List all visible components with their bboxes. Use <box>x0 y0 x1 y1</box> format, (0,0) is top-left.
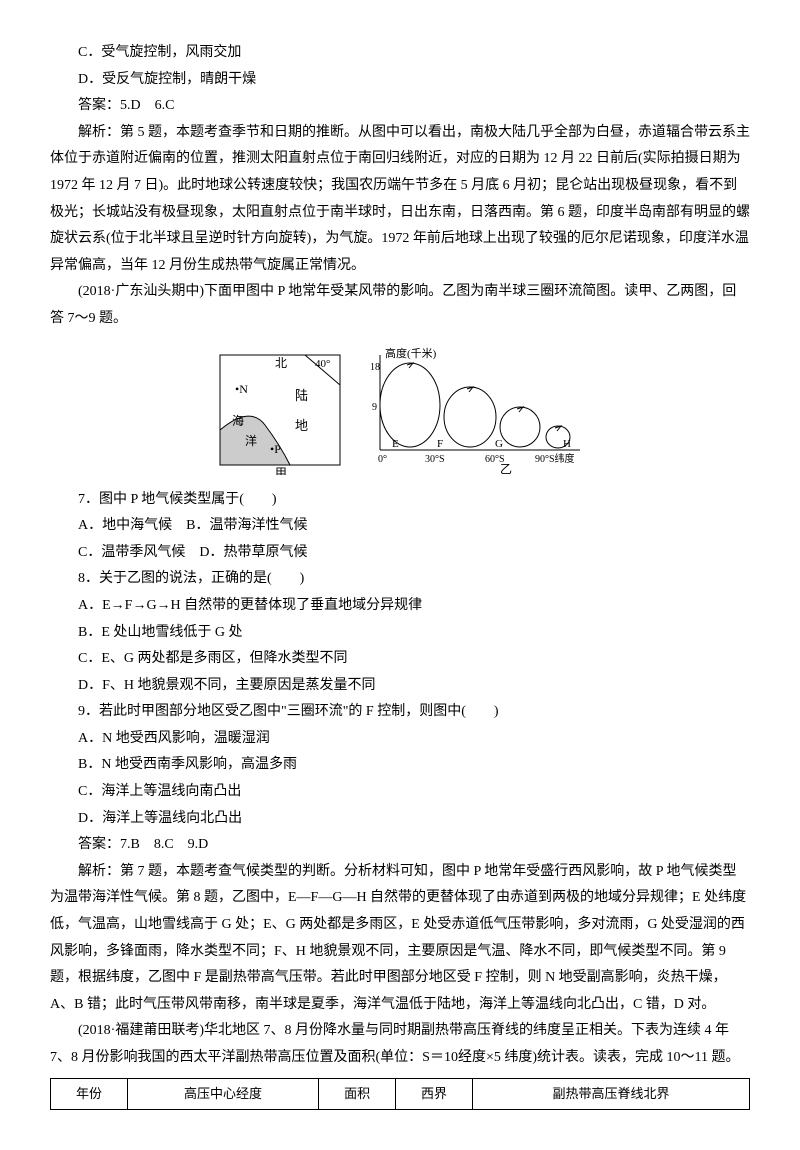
ytick-9: 9 <box>372 402 377 413</box>
label-di: 地 <box>295 418 308 433</box>
option-d: D．受反气旋控制，晴朗干燥 <box>50 67 750 94</box>
cell-h: H <box>563 438 571 450</box>
answer-7-9: 答案：7.B 8.C 9.D <box>50 832 750 859</box>
label-sea2: 洋 <box>245 433 257 448</box>
option-c: C．受气旋控制，风雨交加 <box>50 40 750 67</box>
explanation-5-6: 解析：第 5 题，本题考查季节和日期的推断。从图中可以看出，南极大陆几乎全部为白… <box>50 120 750 280</box>
diagram-yi: 高度(千米) 18 9 E F G H 0° 30°S 60°S 90°S纬度 … <box>370 345 590 475</box>
caption-jia: 甲 <box>275 466 287 475</box>
q8-d: D．F、H 地貌景观不同，主要原因是蒸发量不同 <box>50 673 750 700</box>
answer-5-6: 答案：5.D 6.C <box>50 93 750 120</box>
label-n: •N <box>235 382 248 396</box>
diagram-row: 北 40° •N 陆 地 海 洋 •P 甲 高度(千米) 18 9 E F G … <box>50 345 750 475</box>
th-area: 面积 <box>319 1078 396 1110</box>
ytick-18: 18 <box>370 362 380 373</box>
th-west: 西界 <box>396 1078 473 1110</box>
q9: 9．若此时甲图部分地区受乙图中"三圈环流"的 F 控制，则图中( ) <box>50 699 750 726</box>
cell-f: F <box>437 438 443 450</box>
table-header-row: 年份 高压中心经度 面积 西界 副热带高压脊线北界 <box>51 1078 750 1110</box>
explanation-7-9: 解析：第 7 题，本题考查气候类型的判断。分析材料可知，图中 P 地常年受盛行西… <box>50 859 750 1019</box>
label-sea1: 海 <box>232 413 244 428</box>
th-year: 年份 <box>51 1078 128 1110</box>
cell-e: E <box>392 438 399 450</box>
q8-c: C．E、G 两处都是多雨区，但降水类型不同 <box>50 646 750 673</box>
q7: 7．图中 P 地气候类型属于( ) <box>50 487 750 514</box>
th-lon: 高压中心经度 <box>127 1078 318 1110</box>
xtick-30: 30°S <box>425 454 445 465</box>
cell-g: G <box>495 438 503 450</box>
stem-7-9: (2018·广东汕头期中)下面甲图中 P 地常年受某风带的影响。乙图为南半球三圈… <box>50 279 750 332</box>
q9-a: A．N 地受西风影响，温暖湿润 <box>50 726 750 753</box>
q9-d: D．海洋上等温线向北凸出 <box>50 806 750 833</box>
label-north: 北 <box>275 356 287 370</box>
q7-opts-cd: C．温带季风气候 D．热带草原气候 <box>50 540 750 567</box>
q8-a: A．E→F→G→H 自然带的更替体现了垂直地域分异规律 <box>50 593 750 620</box>
label-land: 陆 <box>295 388 308 403</box>
label-p: •P <box>270 442 281 456</box>
caption-yi: 乙 <box>500 462 512 475</box>
stem-10-11: (2018·福建莆田联考)华北地区 7、8 月份降水量与同时期副热带高压脊线的纬… <box>50 1018 750 1071</box>
q8: 8．关于乙图的说法，正确的是( ) <box>50 566 750 593</box>
data-table: 年份 高压中心经度 面积 西界 副热带高压脊线北界 <box>50 1078 750 1111</box>
q9-b: B．N 地受西南季风影响，高温多雨 <box>50 752 750 779</box>
xtick-90: 90°S纬度 <box>535 452 575 465</box>
q9-c: C．海洋上等温线向南凸出 <box>50 779 750 806</box>
xtick-0: 0° <box>378 454 387 465</box>
label-lat: 40° <box>315 358 330 370</box>
q8-b: B．E 处山地雪线低于 G 处 <box>50 620 750 647</box>
diagram-jia: 北 40° •N 陆 地 海 洋 •P 甲 <box>210 345 350 475</box>
th-ridge: 副热带高压脊线北界 <box>473 1078 750 1110</box>
q7-opts-ab: A．地中海气候 B．温带海洋性气候 <box>50 513 750 540</box>
y-label: 高度(千米) <box>385 346 437 360</box>
